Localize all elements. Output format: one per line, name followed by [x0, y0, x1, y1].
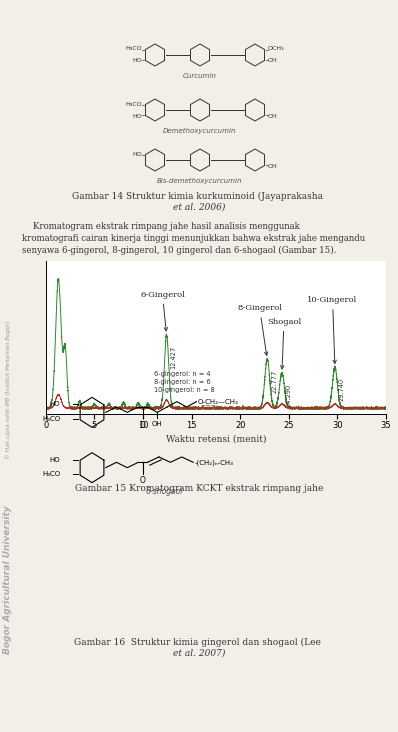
Text: H₃CO: H₃CO: [125, 102, 142, 106]
Text: 24.290: 24.290: [286, 384, 292, 407]
Text: H₃CO: H₃CO: [42, 416, 60, 422]
Text: 6-Gingerol: 6-Gingerol: [140, 291, 185, 331]
Text: senyawa 6-gingerol, 8-gingerol, 10 gingerol dan 6-shogaol (Gambar 15).: senyawa 6-gingerol, 8-gingerol, 10 ginge…: [22, 246, 336, 255]
Text: -(CH₂)ₙ-CH₃: -(CH₂)ₙ-CH₃: [195, 459, 234, 466]
Text: OH: OH: [152, 421, 163, 427]
Text: 29.740: 29.740: [339, 378, 345, 401]
Text: Bogor Agricultural University: Bogor Agricultural University: [4, 506, 12, 654]
Text: HO: HO: [49, 401, 60, 408]
Text: 10-Gingerol: 10-Gingerol: [308, 296, 358, 364]
Text: OH: OH: [268, 163, 278, 168]
Text: kromatografi cairan kinerja tinggi menunjukkan bahwa ekstrak jahe mengandu: kromatografi cairan kinerja tinggi menun…: [22, 234, 365, 243]
Text: Kromatogram ekstrak rimpang jahe hasil analisis menggunak: Kromatogram ekstrak rimpang jahe hasil a…: [22, 222, 300, 231]
Text: Gambar 16  Struktur kimia gingerol dan shogaol (Lee: Gambar 16 Struktur kimia gingerol dan sh…: [74, 638, 324, 647]
Text: O: O: [140, 476, 146, 485]
Text: 6-shogaol: 6-shogaol: [145, 488, 183, 496]
Text: 22.777: 22.777: [271, 370, 277, 394]
Text: et al. 2006): et al. 2006): [173, 203, 225, 212]
Text: H₃CO: H₃CO: [125, 47, 142, 51]
Text: O: O: [140, 421, 146, 430]
Text: Demethoxycurcumin: Demethoxycurcumin: [163, 128, 237, 134]
Text: OH: OH: [268, 59, 278, 64]
Text: H₃CO: H₃CO: [42, 471, 60, 477]
Text: 6-gingerol: n = 4
8-gingerol: n = 6
10-gingerol: n = 8: 6-gingerol: n = 4 8-gingerol: n = 6 10-g…: [154, 370, 215, 392]
Text: HO: HO: [132, 59, 142, 64]
Text: Bis-demethoxycurcumin: Bis-demethoxycurcumin: [157, 178, 243, 184]
Text: Gambar 15 Kromatogram KCKT ekstrak rimpang jahe: Gambar 15 Kromatogram KCKT ekstrak rimpa…: [75, 484, 323, 493]
Text: HO: HO: [49, 457, 60, 463]
Text: Gambar 14 Struktur kimia kurkuminoid (Jayaprakasha: Gambar 14 Struktur kimia kurkuminoid (Ja…: [72, 192, 326, 201]
Text: O-̲C̲H̲₂—CH₃: O-̲C̲H̲₂—CH₃: [198, 398, 239, 405]
Text: OH: OH: [268, 113, 278, 119]
Text: 12.427: 12.427: [171, 346, 177, 369]
Text: HO: HO: [132, 113, 142, 119]
Text: Shogaol: Shogaol: [267, 318, 301, 369]
Text: et al. 2007): et al. 2007): [173, 649, 225, 658]
Text: © Hak cipta milik IPB (Institut Pertanian Bogor): © Hak cipta milik IPB (Institut Pertania…: [5, 321, 11, 460]
Text: 8-Gingerol: 8-Gingerol: [237, 305, 282, 355]
Text: HO: HO: [132, 152, 142, 157]
Text: Curcumin: Curcumin: [183, 73, 217, 79]
X-axis label: Waktu retensi (menit): Waktu retensi (menit): [166, 434, 266, 444]
Text: OCH₃: OCH₃: [268, 47, 285, 51]
